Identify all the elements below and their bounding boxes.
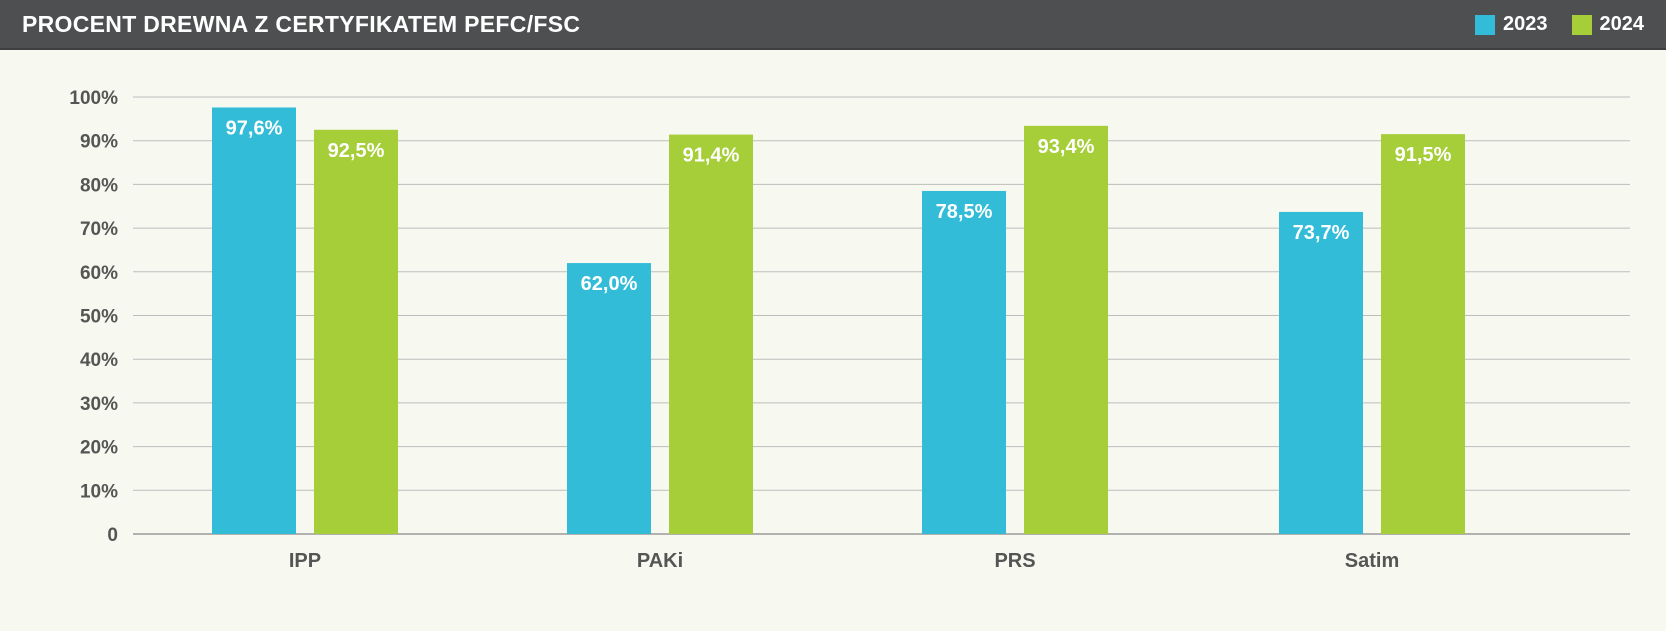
legend-swatch-2023 [1475,14,1495,35]
legend-swatch-2024 [1571,14,1592,35]
legend-label-2023: 2023 [1503,13,1548,35]
bar-prs-2023 [922,190,1006,534]
y-tick-label: 60% [80,263,118,284]
bar-paki-2023 [567,263,651,534]
y-tick-label: 0 [107,525,118,546]
x-tick-label: PRS [994,550,1035,572]
data-label: 73,7% [1293,222,1350,244]
chart-title: PROCENT DREWNA Z CERTYFIKATEM PEFC/FSC [22,11,581,37]
data-label: 78,5% [936,201,993,223]
y-tick-label: 40% [80,350,118,371]
y-tick-label: 100% [69,88,118,109]
bar-ipp-2023 [212,107,296,534]
x-tick-label: PAKi [637,550,683,572]
data-label: 91,4% [683,145,740,167]
legend-item-2023: 2023 [1475,13,1548,36]
bar-chart: 0 10% 20% 30% 40% 50% 60% 70% 80% 90% 100% 97,6% 92,… [69,88,1630,572]
bar-satim-2024 [1381,134,1465,534]
y-tick-label: 20% [80,438,118,459]
y-tick-label: 50% [80,307,118,328]
y-tick-label: 80% [80,175,118,196]
y-tick-label: 10% [80,481,118,502]
bar-satim-2023 [1279,211,1363,534]
legend: 2023 2024 [1451,13,1644,36]
bar-prs-2024 [1024,125,1108,534]
chart-header: PROCENT DREWNA Z CERTYFIKATEM PEFC/FSC 2… [0,0,1666,50]
y-tick-label: 30% [80,394,118,415]
y-tick-label: 70% [80,219,118,240]
data-label: 91,5% [1395,144,1452,166]
bar-ipp-2024 [314,129,398,534]
legend-label-2024: 2024 [1599,13,1645,35]
data-label: 92,5% [328,140,385,162]
x-tick-label: IPP [289,550,321,572]
y-tick-label: 90% [80,132,118,153]
data-label: 62,0% [581,273,638,295]
legend-item-2024: 2024 [1571,13,1645,36]
data-label: 93,4% [1038,136,1095,158]
data-label: 97,6% [226,117,283,139]
x-tick-label: Satim [1345,550,1399,572]
bar-paki-2024 [669,134,753,534]
